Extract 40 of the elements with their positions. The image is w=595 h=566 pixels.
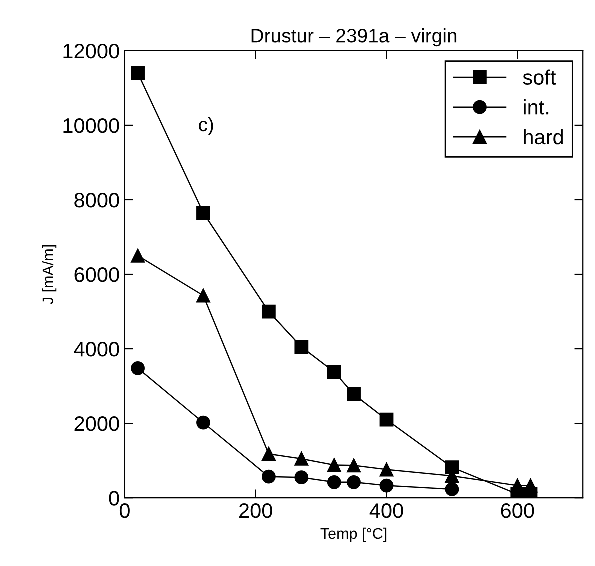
point (380, 412, 394, 427)
point (294, 452, 309, 466)
point (380, 462, 394, 477)
y-tick-label: 10000 (64, 118, 120, 134)
point (262, 470, 276, 484)
point (347, 388, 361, 402)
x-axis-title: Temp [°C] (320, 528, 387, 542)
point (196, 416, 210, 430)
legend-label: soft (523, 70, 556, 85)
y-tick-label: 12000 (64, 44, 120, 59)
point (262, 447, 276, 462)
point (327, 475, 342, 490)
point (131, 248, 145, 263)
y-tick-label: 0 (109, 491, 120, 506)
point (327, 365, 342, 380)
x-tick-label: 0 (120, 503, 130, 518)
point (347, 475, 361, 490)
point (262, 304, 276, 319)
point (347, 458, 361, 473)
point (294, 470, 309, 485)
point (445, 482, 460, 496)
annotation: c) (199, 117, 214, 136)
legend-label: int. (524, 100, 549, 115)
y-tick-label: 4000 (74, 342, 120, 357)
y-axis-title: J [mA/m] (42, 245, 57, 304)
point (294, 340, 309, 354)
y-tick-label: 6000 (74, 268, 120, 282)
y-tick-label: 2000 (74, 416, 120, 432)
point (196, 206, 210, 220)
legend-label: hard (524, 129, 564, 145)
y-tick-label: 8000 (74, 192, 120, 208)
point (131, 66, 145, 80)
point (327, 458, 342, 472)
point (131, 361, 145, 376)
point (196, 288, 210, 303)
x-tick-label: 200 (240, 503, 272, 518)
x-tick-label: 400 (370, 503, 404, 518)
x-tick-label: 600 (501, 503, 534, 518)
chart-title: Drustur – 2391a – virgin (252, 28, 457, 47)
point (380, 478, 394, 493)
